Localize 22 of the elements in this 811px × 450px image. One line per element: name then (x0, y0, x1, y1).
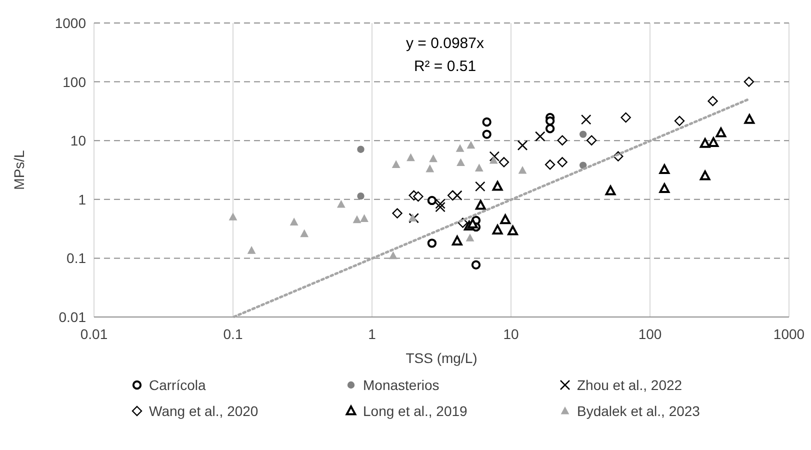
legend-label: Zhou et al., 2022 (577, 377, 682, 393)
y-tick-label: 100 (62, 74, 86, 90)
x-tick-label: 10 (503, 326, 519, 342)
y-tick-label: 0.01 (58, 309, 86, 325)
y-tick-label: 1 (78, 191, 86, 208)
x-tick-label: 1 (368, 326, 376, 342)
x-tick-label: 100 (638, 326, 662, 342)
legend-label: Carrícola (149, 377, 206, 393)
legend-label: Monasterios (363, 377, 440, 393)
legend-label: Bydalek et al., 2023 (577, 403, 700, 419)
annotation: R² = 0.51 (414, 58, 476, 75)
y-axis-title: MPs/L (11, 150, 27, 190)
legend-label: Wang et al., 2020 (149, 403, 258, 419)
y-tick-label: 0.1 (66, 250, 86, 266)
x-axis-title: TSS (mg/L) (406, 350, 478, 366)
legend-label: Long et al., 2019 (363, 403, 468, 419)
x-tick-label: 1000 (773, 326, 805, 342)
annotation: y = 0.0987x (406, 35, 484, 52)
x-tick-label: 0.01 (80, 326, 108, 342)
x-tick-label: 0.1 (223, 326, 243, 342)
y-tick-label: 10 (70, 132, 86, 149)
y-tick-label: 1000 (54, 15, 86, 31)
